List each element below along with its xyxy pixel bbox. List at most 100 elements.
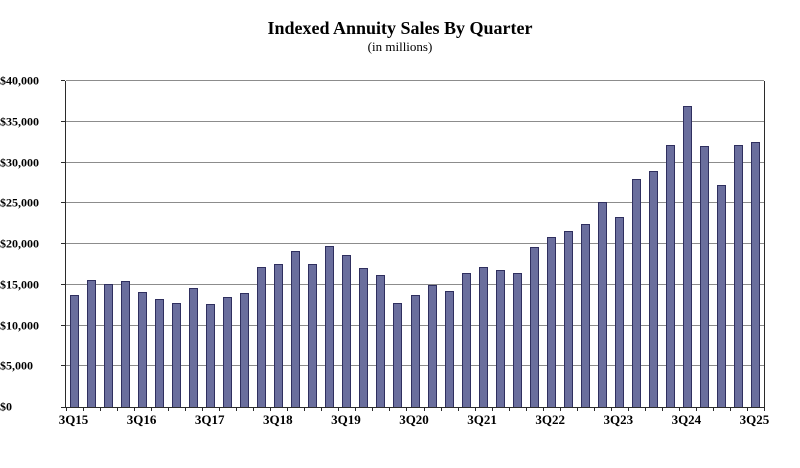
x-axis-label: 3Q16 <box>126 412 157 427</box>
gridline <box>66 80 764 81</box>
x-axis-tick <box>713 407 714 411</box>
bar-3Q15 <box>70 295 79 407</box>
x-axis-tick <box>577 407 578 411</box>
bar-2Q24 <box>665 145 675 407</box>
x-axis-tick <box>526 407 527 411</box>
bar-1Q25 <box>716 185 726 407</box>
x-axis-tick <box>270 407 271 411</box>
y-axis-tick <box>61 202 65 204</box>
y-axis-tick <box>61 365 65 367</box>
x-axis-tick <box>117 407 118 411</box>
x-axis-tick <box>424 407 425 411</box>
x-axis-tick <box>458 407 459 411</box>
x-axis-label: 3Q20 <box>399 412 429 427</box>
x-axis-tick <box>406 407 407 411</box>
x-axis-tick <box>543 407 544 411</box>
gridline <box>66 202 764 204</box>
bar-4Q18 <box>291 251 301 407</box>
bar-3Q25 <box>750 142 760 407</box>
x-axis-tick <box>100 407 101 411</box>
bar-2Q23 <box>597 202 607 407</box>
x-axis-tick <box>168 407 169 411</box>
bar-3Q23 <box>614 217 624 407</box>
x-axis-tick <box>389 407 390 411</box>
x-axis-tick <box>747 407 748 411</box>
chart-subtitle: (in millions) <box>367 39 433 54</box>
bar-2Q19 <box>325 246 335 407</box>
bar-2Q21 <box>461 273 471 407</box>
x-axis-tick <box>662 407 663 411</box>
bar-4Q19 <box>359 268 369 407</box>
bar-3Q21 <box>478 267 488 407</box>
x-axis-tick <box>219 407 220 411</box>
y-axis-tick <box>61 120 65 122</box>
bar-2Q17 <box>189 288 199 407</box>
x-axis-tick <box>645 407 646 411</box>
x-axis-tick <box>560 407 561 411</box>
bar-4Q15 <box>87 280 97 407</box>
x-axis-label: 3Q25 <box>739 412 770 427</box>
bar-2Q20 <box>393 303 403 407</box>
bar-4Q20 <box>427 285 437 407</box>
bar-1Q24 <box>648 171 658 407</box>
x-axis-tick <box>287 407 288 411</box>
bar-3Q20 <box>410 295 420 407</box>
bar-2Q25 <box>733 145 743 407</box>
x-axis-tick <box>611 407 612 411</box>
gridline <box>66 120 764 122</box>
x-axis-tick <box>202 407 203 411</box>
y-axis-labels: $0 $5,000 $10,000 $15,000 $20,000 $25,000 $30,… <box>0 73 39 414</box>
x-axis-tick <box>321 407 322 411</box>
x-axis-label: 3Q19 <box>331 412 361 427</box>
bar-1Q16 <box>104 284 114 407</box>
plot-area <box>61 80 765 411</box>
x-axis-tick <box>338 407 339 411</box>
x-axis-label: 3Q23 <box>603 412 634 427</box>
x-axis-tick <box>83 407 84 411</box>
x-axis-tick <box>679 407 680 411</box>
x-axis-label: 3Q22 <box>535 412 565 427</box>
bar-4Q16 <box>155 299 165 407</box>
bar-1Q20 <box>376 275 386 407</box>
bar-2Q16 <box>121 281 131 407</box>
gridline <box>66 243 764 244</box>
chart-title: Indexed Annuity Sales By Quarter <box>267 18 533 38</box>
bar-2Q22 <box>529 247 539 407</box>
gridline <box>66 161 764 163</box>
bar-1Q18 <box>240 293 250 407</box>
x-axis-label: 3Q15 <box>58 412 89 427</box>
x-axis-tick <box>696 407 697 411</box>
bar-3Q17 <box>206 304 216 407</box>
x-axis-tick <box>628 407 629 411</box>
bar-1Q21 <box>444 291 454 407</box>
x-axis-tick <box>134 407 135 411</box>
x-axis-tick <box>492 407 493 411</box>
x-axis-tick <box>730 407 731 411</box>
y-axis-tick <box>61 324 65 326</box>
x-axis-tick <box>253 407 254 411</box>
bar-3Q16 <box>138 292 148 407</box>
x-axis-tick <box>372 407 373 411</box>
x-axis-label: 3Q24 <box>671 412 702 427</box>
x-axis-tick <box>236 407 237 411</box>
bar-3Q19 <box>342 255 352 407</box>
x-axis-label: 3Q18 <box>262 412 293 427</box>
x-axis-tick <box>304 407 305 411</box>
y-axis-tick <box>61 161 65 163</box>
bar-4Q22 <box>563 231 573 407</box>
y-axis-tick <box>61 407 65 408</box>
bar-1Q19 <box>308 264 318 407</box>
bar-4Q23 <box>631 179 641 407</box>
x-axis-label: 3Q21 <box>467 412 497 427</box>
y-axis-tick <box>61 80 65 81</box>
x-axis-tick <box>509 407 510 411</box>
gridline <box>66 283 764 285</box>
bar-4Q24 <box>699 146 709 407</box>
bar-1Q22 <box>512 273 522 407</box>
bar-1Q17 <box>172 303 182 407</box>
x-axis-tick <box>185 407 186 411</box>
bar-3Q18 <box>274 264 284 407</box>
x-axis-tick <box>594 407 595 411</box>
x-axis-tick <box>151 407 152 411</box>
